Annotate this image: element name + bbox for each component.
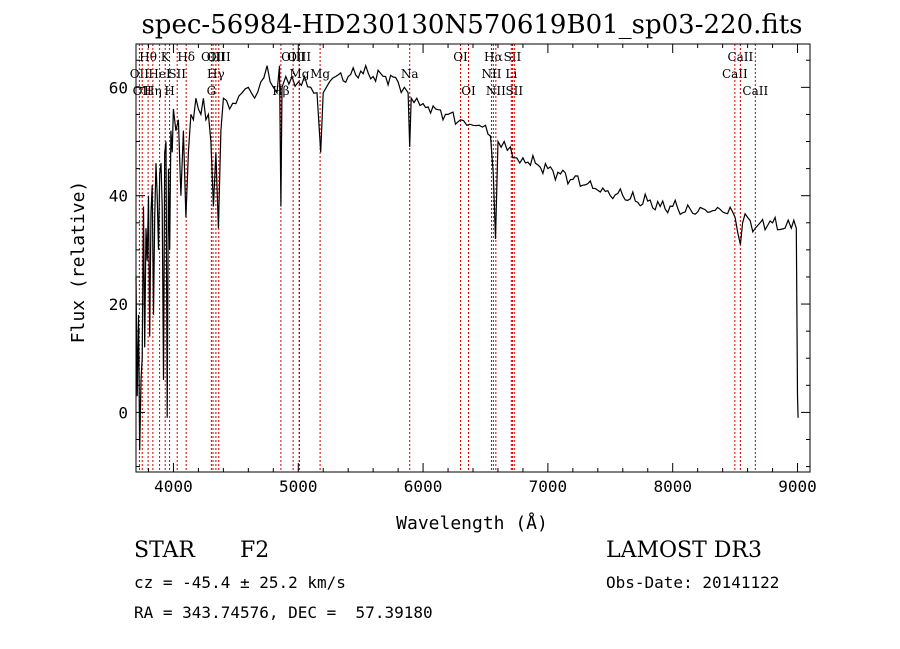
line-marker-label: Hβ [272,84,289,98]
axis-ticks: 4000 5000 6000 7000 8000 9000 0 20 40 60 [109,44,817,496]
line-marker-label: CaII [722,67,748,81]
line-marker-label: CaII [742,84,768,98]
line-marker-label: Mg [310,67,330,81]
line-marker-label: OI [461,84,476,98]
y-tick-label: 0 [118,403,128,422]
line-marker-label: Hα [484,50,503,64]
line-marker-label: OI [453,50,468,64]
line-markers: OIIOIIHθHηHeIKHSIIHδGOIIIHγOIIIHβOIIIOII… [130,44,768,472]
coordinates: RA = 343.74576, DEC = 57.39180 [134,603,433,622]
line-marker-label: Li [505,67,517,81]
y-tick-label: 40 [109,187,128,206]
redshift-info: cz = -45.4 ± 25.2 km/s [134,573,346,592]
line-marker-label: OII [130,67,150,81]
object-class: STAR [134,538,195,563]
flux-series-line [135,63,799,451]
x-tick-label: 9000 [778,477,817,496]
y-tick-label: 20 [109,295,128,314]
line-marker-label: OIII [207,50,231,64]
x-axis-label: Wavelength (Å) [396,512,548,534]
x-tick-label: 6000 [404,477,443,496]
line-marker-label: Hη [144,84,162,98]
chart-title: spec-56984-HD230130N570619B01_sp03-220.f… [141,10,802,40]
object-subclass: F2 [240,538,270,563]
line-marker-label: Hδ [177,50,195,64]
line-marker-label: G [207,84,217,98]
survey-name: LAMOST DR3 [606,538,762,563]
line-marker-label: SII [168,67,186,81]
line-marker-label: SII [504,50,522,64]
line-marker-label: CaII [727,50,753,64]
x-tick-label: 7000 [529,477,568,496]
line-marker-label: Na [401,67,419,81]
x-tick-label: 4000 [154,477,193,496]
line-marker-label: SII [505,84,523,98]
observation-date: Obs-Date: 20141122 [606,573,780,592]
line-marker-label: NII [486,84,506,98]
x-tick-label: 5000 [279,477,318,496]
plot-frame [135,43,811,473]
y-axis-label: Flux (relative) [68,181,89,344]
line-marker-label: Hγ [207,67,225,81]
line-marker-label: K [161,50,171,64]
y-tick-label: 60 [109,78,128,97]
line-marker-label: NII [481,67,501,81]
line-marker-label: H [164,84,174,98]
line-marker-label: Hθ [139,50,157,64]
x-tick-label: 8000 [653,477,692,496]
